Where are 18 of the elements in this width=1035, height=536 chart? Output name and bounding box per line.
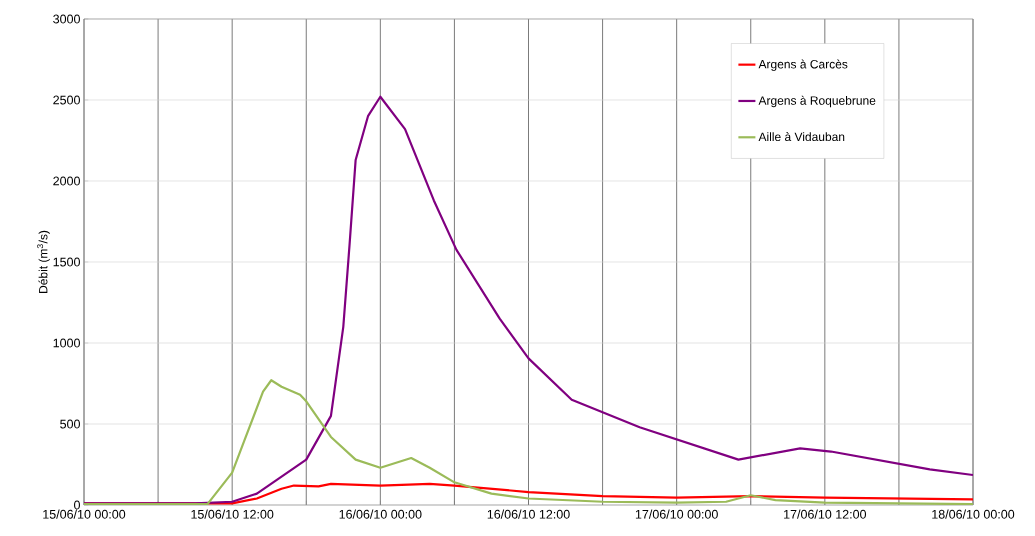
y-tick-label: 2000 (53, 176, 80, 186)
legend-label: Argens à Carcès (758, 59, 848, 71)
y-tick-label: 2500 (53, 95, 80, 105)
x-tick-label: 18/06/10 00:00 (932, 509, 1015, 519)
x-tick-label: 15/06/10 00:00 (43, 509, 126, 519)
x-tick-label: 16/06/10 12:00 (487, 509, 570, 519)
y-axis-title: Débit (m$^{3}$/s) (37, 230, 50, 293)
x-tick-label: 15/06/10 12:00 (191, 509, 274, 519)
y-tick-label: 1500 (53, 257, 80, 267)
legend-label: Aille à Vidauban (758, 132, 845, 142)
legend-label: Argens à Roquebrune (758, 95, 876, 108)
x-tick-label: 17/06/10 12:00 (784, 509, 867, 519)
y-tick-label: 0 (74, 500, 80, 510)
x-tick-label: 16/06/10 00:00 (339, 509, 422, 519)
y-tick-label: 500 (60, 419, 80, 429)
x-tick-label: 17/06/10 00:00 (635, 509, 718, 519)
y-tick-label: 1000 (53, 338, 80, 348)
y-tick-label: 3000 (53, 14, 80, 24)
